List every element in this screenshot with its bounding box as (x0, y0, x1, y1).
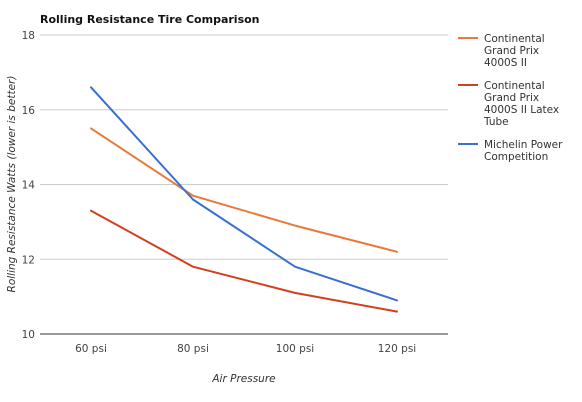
legend-item: Continental Grand Prix 4000S II (458, 33, 545, 69)
y-tick-label: 14 (22, 180, 36, 192)
x-axis-ticks: 60 psi 80 psi 100 psi 120 psi (75, 343, 416, 355)
y-tick-label: 16 (22, 105, 36, 117)
legend-item: Continental Grand Prix 4000S II Latex Tube (458, 80, 559, 128)
x-axis-title: Air Pressure (211, 373, 275, 385)
legend-label: Continental Grand Prix 4000S II Latex Tube (483, 80, 559, 128)
legend-item: Michelin Power Competition (458, 139, 563, 163)
legend-label: Continental Grand Prix 4000S II (484, 33, 545, 69)
legend: Continental Grand Prix 4000S II Continental… (458, 33, 563, 163)
series-line-2 (90, 209, 398, 313)
x-tick-label: 120 psi (378, 343, 416, 355)
y-tick-label: 12 (22, 254, 35, 266)
y-axis-ticks: 10 12 14 16 18 (22, 30, 36, 341)
y-axis-title: Rolling Resistance Watts (lower is bette… (6, 76, 18, 293)
y-tick-label: 10 (22, 329, 35, 341)
series-lines (90, 86, 398, 313)
gridlines (40, 34, 448, 335)
chart-title: Rolling Resistance Tire Comparison (40, 13, 260, 26)
x-tick-label: 60 psi (75, 343, 107, 355)
series-line-3 (90, 86, 398, 302)
legend-label: Michelin Power Competition (484, 139, 563, 163)
series-line-1 (90, 127, 398, 253)
x-tick-label: 80 psi (177, 343, 209, 355)
y-tick-label: 18 (22, 30, 35, 42)
x-tick-label: 100 psi (276, 343, 314, 355)
